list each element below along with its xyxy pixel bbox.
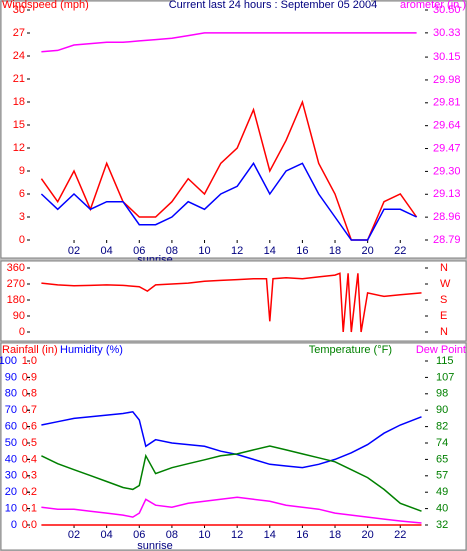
tick-label: 74 bbox=[436, 437, 448, 449]
axis-label: Humidity (%) bbox=[60, 344, 123, 356]
tick-label: 3 bbox=[19, 211, 25, 223]
x-tick-label: 06 bbox=[133, 529, 145, 541]
tick-label: 15 bbox=[13, 119, 25, 131]
panel bbox=[0, 342, 467, 551]
tick-label: 49 bbox=[436, 486, 448, 498]
tick-label: 29.13 bbox=[433, 188, 461, 200]
tick-label: 29.64 bbox=[433, 120, 461, 132]
tick-label: 6 bbox=[19, 188, 25, 200]
tick-label: 12 bbox=[13, 142, 25, 154]
tick-label: 98 bbox=[436, 388, 448, 400]
x-tick-label: 04 bbox=[101, 245, 113, 257]
x-tick-label: 08 bbox=[166, 529, 178, 541]
tick-label: 18 bbox=[13, 96, 25, 108]
tick-label: 60 bbox=[5, 421, 17, 433]
tick-label: 24 bbox=[13, 50, 25, 62]
tick-label: 10 bbox=[5, 503, 17, 515]
tick-label: 90 bbox=[5, 371, 17, 383]
tick-label: 0 bbox=[11, 519, 17, 531]
tick-label: 50 bbox=[5, 437, 17, 449]
x-tick-label: 06 bbox=[133, 245, 145, 257]
tick-label: 27 bbox=[13, 27, 25, 39]
x-tick-label: 10 bbox=[198, 245, 210, 257]
x-tick-label: 22 bbox=[394, 245, 406, 257]
x-tick-label: 04 bbox=[101, 529, 113, 541]
tick-label: N bbox=[440, 262, 448, 274]
tick-label: N bbox=[440, 326, 448, 338]
series-line bbox=[41, 32, 417, 53]
chart-title: Current last 24 hours : September 05 200… bbox=[169, 0, 378, 11]
tick-label: 29.98 bbox=[433, 74, 461, 86]
panel bbox=[0, 0, 467, 259]
x-tick-label: 10 bbox=[198, 529, 210, 541]
tick-label: 30.50 bbox=[433, 4, 461, 16]
tick-label: 29.30 bbox=[433, 165, 461, 177]
tick-label: 29.47 bbox=[433, 142, 461, 154]
tick-label: 30.33 bbox=[433, 27, 461, 39]
x-tick-label: 12 bbox=[231, 529, 243, 541]
x-tick-label: 22 bbox=[394, 529, 406, 541]
tick-label: E bbox=[440, 310, 447, 322]
panel bbox=[0, 260, 467, 342]
tick-label: 180 bbox=[7, 294, 25, 306]
tick-label: 90 bbox=[13, 310, 25, 322]
tick-label: 270 bbox=[7, 278, 25, 290]
axis-label: Dew Point bbox=[416, 344, 466, 356]
tick-label: 0 bbox=[19, 234, 25, 246]
x-tick-label: 20 bbox=[362, 245, 374, 257]
tick-label: 21 bbox=[13, 73, 25, 85]
tick-label: 57 bbox=[436, 470, 448, 482]
tick-label: 29.81 bbox=[433, 97, 461, 109]
tick-label: 82 bbox=[436, 421, 448, 433]
x-tick-label: 16 bbox=[296, 245, 308, 257]
tick-label: W bbox=[440, 278, 451, 290]
axis-label: arometer (in.) bbox=[400, 0, 466, 11]
title-bg bbox=[175, 0, 371, 10]
series-line bbox=[41, 496, 422, 524]
tick-label: 30 bbox=[5, 470, 17, 482]
series-line bbox=[41, 410, 422, 469]
tick-label: 40 bbox=[5, 453, 17, 465]
axis-label: Temperature (°F) bbox=[309, 344, 392, 356]
x-tick-label: 14 bbox=[264, 245, 276, 257]
tick-label: 100 bbox=[0, 355, 17, 367]
series-line bbox=[41, 272, 422, 333]
tick-label: 70 bbox=[5, 404, 17, 416]
x-tick-label: 02 bbox=[68, 245, 80, 257]
tick-label: 90 bbox=[436, 404, 448, 416]
tick-label: 30.15 bbox=[433, 51, 461, 63]
tick-label: 107 bbox=[436, 371, 454, 383]
series-line bbox=[41, 445, 422, 512]
tick-label: 28.96 bbox=[433, 211, 461, 223]
tick-label: 20 bbox=[5, 486, 17, 498]
x-tick-label: 18 bbox=[329, 245, 341, 257]
tick-label: 40 bbox=[436, 503, 448, 515]
tick-label: 28.79 bbox=[433, 234, 461, 246]
tick-label: 80 bbox=[5, 388, 17, 400]
tick-label: 9 bbox=[19, 165, 25, 177]
tick-label: S bbox=[440, 294, 447, 306]
x-tick-label: 12 bbox=[231, 245, 243, 257]
tick-label: 115 bbox=[436, 355, 454, 367]
tick-label: 0 bbox=[19, 326, 25, 338]
tick-label: 360 bbox=[7, 262, 25, 274]
tick-label: 65 bbox=[436, 453, 448, 465]
tick-label: 32 bbox=[436, 519, 448, 531]
axis-label: Rainfall (in) bbox=[2, 344, 58, 356]
x-tick-label: 02 bbox=[68, 529, 80, 541]
x-tick-label: 18 bbox=[329, 529, 341, 541]
x-tick-label: 20 bbox=[362, 529, 374, 541]
x-tick-label: 14 bbox=[264, 529, 276, 541]
tick-label: 30 bbox=[13, 4, 25, 16]
x-tick-label: 08 bbox=[166, 245, 178, 257]
series-line bbox=[40, 161, 417, 241]
axis-label: Windspeed (mph) bbox=[2, 0, 89, 11]
annotation: sunrise bbox=[137, 540, 172, 551]
x-tick-label: 16 bbox=[296, 529, 308, 541]
